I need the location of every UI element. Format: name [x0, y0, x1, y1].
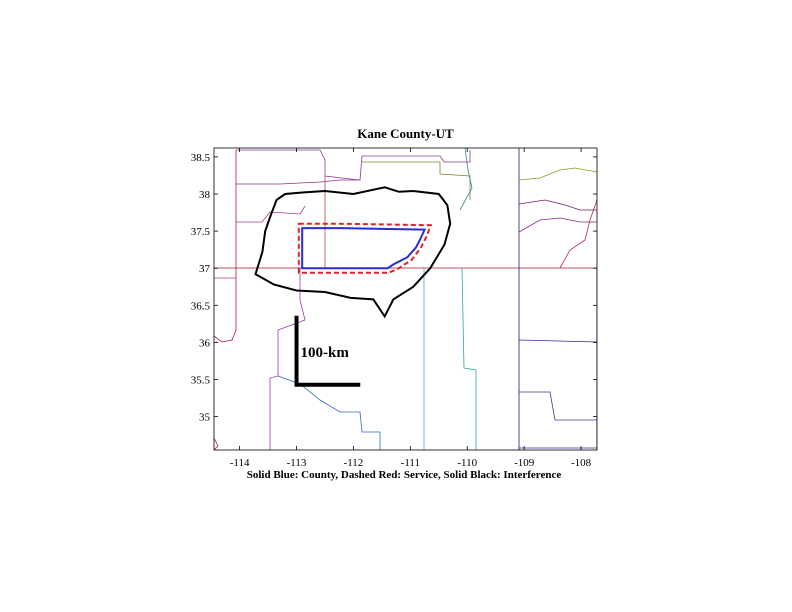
interference-contour: [254, 186, 452, 319]
y-tick-label: 37: [199, 263, 211, 275]
x-tick-label: -108: [571, 457, 592, 469]
service-contour: [297, 222, 433, 274]
x-tick-label: -109: [514, 457, 535, 469]
map-title: Kane County-UT: [357, 126, 454, 141]
y-tick-label: 37.5: [191, 226, 211, 238]
y-tick-label: 35.5: [191, 375, 211, 387]
x-tick-label: -113: [287, 457, 307, 469]
county-boundary: [301, 227, 427, 270]
y-tick-label: 38: [199, 189, 211, 201]
x-tick-label: -112: [344, 457, 364, 469]
y-tick-label: 36: [199, 337, 211, 349]
x-tick-label: -110: [457, 457, 477, 469]
y-axis: 38.5 38 37.5 37 36.5 36 35.5 35: [191, 152, 597, 424]
state-county-boundaries: [214, 148, 597, 450]
y-tick-label: 38.5: [191, 152, 211, 164]
y-tick-label: 36.5: [191, 300, 211, 312]
scale-bar: 100-km: [294, 315, 361, 387]
y-tick-label: 35: [199, 412, 211, 424]
plot-frame: [213, 147, 598, 451]
coverage-overlays: [254, 186, 452, 319]
x-tick-label: -111: [401, 457, 420, 469]
legend-caption: Solid Blue: County, Dashed Red: Service,…: [246, 469, 562, 481]
x-axis: -114 -113 -112 -111 -110 -109 -108: [230, 148, 592, 469]
x-tick-label: -114: [230, 457, 250, 469]
scale-bar-label: 100-km: [301, 345, 350, 361]
